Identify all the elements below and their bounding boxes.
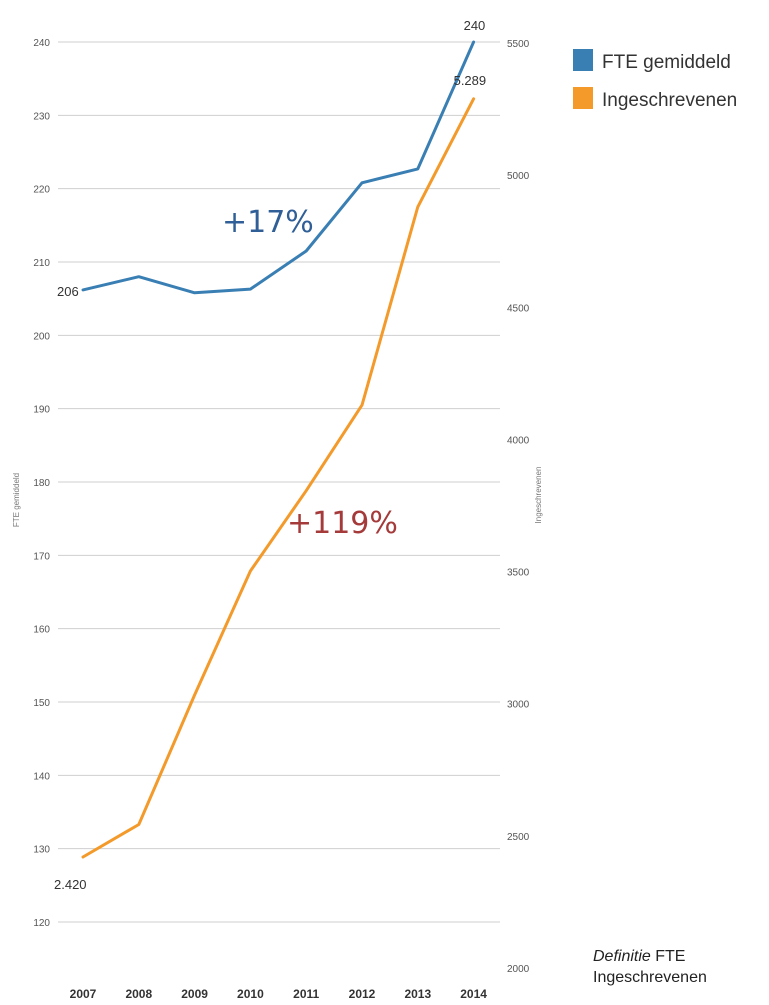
- x-axis-ticks: 2007 2008 2009 2010 2011 2012 2013 2014: [70, 987, 488, 1001]
- left-tick-label: 230: [33, 111, 50, 122]
- right-tick-label: 5500: [507, 39, 530, 50]
- left-tick-label: 240: [33, 38, 50, 49]
- x-tick-label: 2011: [293, 987, 319, 1001]
- x-tick-label: 2014: [460, 987, 487, 1001]
- left-tick-label: 130: [33, 845, 50, 856]
- left-tick-label: 210: [33, 258, 50, 269]
- legend-label-fte: FTE gemiddeld: [602, 52, 731, 73]
- right-tick-label: 4500: [507, 303, 530, 314]
- point-label: 2.420: [54, 877, 87, 892]
- point-label: 240: [464, 18, 486, 33]
- right-tick-label: 4000: [507, 435, 530, 446]
- point-label: 206: [57, 284, 79, 299]
- footnote-definitie: Definitie: [593, 948, 651, 965]
- right-tick-label: 2000: [507, 964, 530, 975]
- right-axis-title: Ingeschrevenen: [534, 467, 543, 524]
- x-tick-label: 2007: [70, 987, 97, 1001]
- x-tick-label: 2012: [349, 987, 376, 1001]
- legend-swatch-ingeschrevenen: [573, 87, 593, 109]
- left-tick-label: 170: [33, 551, 50, 562]
- right-tick-label: 2500: [507, 832, 530, 843]
- left-tick-label: 150: [33, 698, 50, 709]
- left-axis-ticks: 120 130 140 150 160 170 180 190 200 210 220 230 240: [33, 38, 50, 929]
- annotation-fte-change: +17%: [222, 205, 314, 240]
- x-tick-label: 2008: [125, 987, 152, 1001]
- right-tick-label: 3500: [507, 568, 530, 579]
- left-tick-label: 190: [33, 405, 50, 416]
- left-axis-title: FTE gemiddeld: [12, 473, 21, 527]
- series-line-fte-gemiddeld: [81, 40, 476, 295]
- series-lines: [81, 40, 476, 859]
- definition-footnote: Definitie FTE Ingeschrevenen: [593, 946, 769, 988]
- left-tick-label: 220: [33, 185, 50, 196]
- x-tick-label: 2013: [404, 987, 431, 1001]
- footnote-ingeschrevenen: Ingeschrevenen: [593, 969, 707, 986]
- left-tick-label: 180: [33, 478, 50, 489]
- legend: FTE gemiddeld Ingeschrevenen: [573, 49, 737, 111]
- legend-swatch-fte: [573, 49, 593, 71]
- x-tick-label: 2009: [181, 987, 208, 1001]
- left-tick-label: 140: [33, 771, 50, 782]
- point-label: 5.289: [454, 73, 487, 88]
- left-tick-label: 120: [33, 918, 50, 929]
- left-tick-label: 200: [33, 331, 50, 342]
- left-tick-label: 160: [33, 625, 50, 636]
- right-tick-label: 5000: [507, 171, 530, 182]
- x-tick-label: 2010: [237, 987, 264, 1001]
- gridlines: [58, 41, 500, 923]
- legend-label-ingeschrevenen: Ingeschrevenen: [602, 90, 737, 111]
- right-tick-label: 3000: [507, 700, 530, 711]
- footnote-fte: FTE: [650, 948, 686, 965]
- annotation-ingeschrevenen-change: +119%: [287, 506, 398, 541]
- right-axis-ticks: 2000 2500 3000 3500 4000 4500 5000 5500: [507, 39, 530, 975]
- point-labels: 206 240 2.420 5.289: [54, 18, 486, 892]
- series-line-ingeschrevenen: [81, 97, 476, 859]
